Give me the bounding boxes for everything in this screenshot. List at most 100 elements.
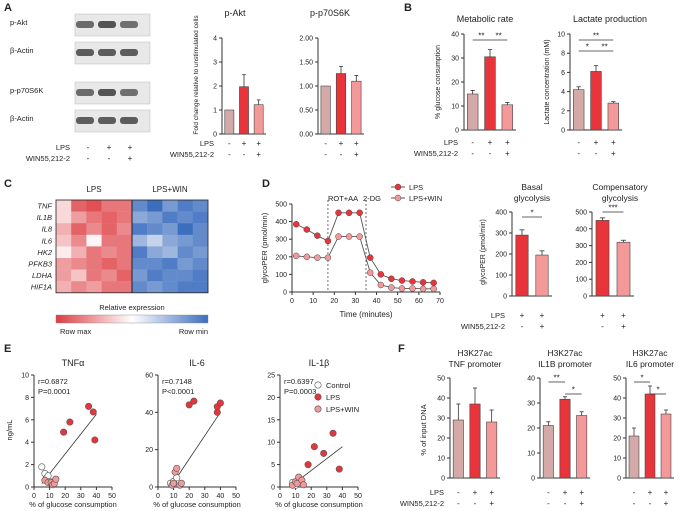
y-tick-label: 400	[495, 210, 507, 217]
heatmap-cell	[71, 211, 87, 224]
lps-sign: +	[256, 139, 261, 148]
heatmap-cell	[162, 200, 178, 212]
heatmap-cell	[56, 200, 72, 212]
x-tick-label: 30	[323, 493, 331, 500]
x-tick-label: 40	[339, 493, 347, 500]
x-tick-label: 0	[156, 493, 160, 500]
heatmap-cell	[192, 269, 209, 282]
blot-band	[120, 89, 138, 96]
lps-sign: +	[611, 138, 616, 147]
heatmap-cell	[147, 269, 163, 282]
heatmap-cell	[192, 234, 209, 247]
heatmap-cell	[116, 211, 133, 224]
y-tick-label: 40	[145, 410, 153, 417]
chart-title: TNFα	[62, 358, 85, 368]
heatmap-cell	[132, 234, 148, 247]
lps-sign: +	[579, 488, 584, 497]
win-sign: +	[579, 499, 584, 508]
y-tick-label: 400	[275, 219, 287, 226]
y-tick-label: 0	[503, 294, 507, 301]
lps-sign: -	[471, 138, 474, 147]
y-tick-label: 30	[613, 416, 621, 423]
legend-max-label: Row max	[60, 327, 92, 336]
panel-letter: B	[404, 2, 412, 14]
data-point	[366, 269, 374, 276]
x-tick-label: 30	[201, 493, 209, 500]
heatmap-cell	[177, 269, 193, 282]
scatter-point-win	[299, 481, 307, 489]
data-point	[388, 284, 395, 291]
data-point	[377, 281, 385, 289]
heatmap-gene-label: HIF1A	[31, 283, 52, 292]
chart-title: H3K27ac	[548, 348, 584, 358]
bar	[559, 398, 571, 479]
y-tick-label: 6	[561, 70, 565, 77]
y-tick-label: 0	[531, 476, 535, 483]
heatmap-cell	[56, 281, 72, 293]
blot-band	[76, 49, 94, 56]
data-point	[398, 285, 406, 292]
win-sign: +	[621, 322, 626, 331]
heatmap-cell	[101, 223, 117, 235]
win-sign: +	[256, 150, 261, 159]
y-tick-label: 0	[617, 476, 621, 483]
heatmap-cell	[132, 269, 148, 282]
bar-chart-compensatory-glycolysis: 0 100 200 300 400 500	[575, 210, 634, 301]
chart-title: H3K27ac	[633, 348, 669, 358]
y-tick-label: 8	[561, 51, 565, 58]
y-tick-label: 15	[267, 417, 275, 424]
lps-sign: +	[664, 488, 669, 497]
y-tick-label: 200	[275, 254, 287, 261]
scatter-point-lps	[89, 408, 97, 416]
heatmap-gene-label: HK2	[37, 248, 52, 257]
heatmap-cell	[116, 234, 133, 247]
panel-letter: A	[4, 2, 12, 14]
heatmap-cell	[147, 211, 163, 224]
y-tick-label: 2	[213, 84, 217, 91]
legend-label: LPS	[326, 393, 340, 402]
significance-label: *	[640, 374, 643, 383]
lps-sign: +	[242, 139, 247, 148]
y-tick-label: 1	[213, 108, 217, 115]
win-row-label: WIN55,212-2	[26, 154, 70, 163]
blot-band	[76, 117, 94, 124]
lps-sign: -	[324, 139, 327, 148]
lps-row-label: LPS	[444, 138, 458, 147]
y-tick-label: 20	[613, 436, 621, 443]
lps-sign: -	[633, 488, 636, 497]
win-sign: +	[540, 322, 545, 331]
y-tick-label: 100	[575, 277, 587, 284]
y-tick-label: 10	[613, 456, 621, 463]
regression-line	[41, 413, 97, 484]
lps-sign: +	[489, 488, 494, 497]
bar	[239, 86, 249, 135]
win-sign: -	[471, 149, 474, 158]
chart-title: Lactate production	[573, 14, 647, 24]
data-point	[419, 279, 427, 286]
lps-sign: +	[563, 488, 568, 497]
lps-sign: +	[600, 311, 605, 320]
bar	[644, 393, 656, 479]
chart-title: IL-1β	[309, 358, 330, 368]
bar-chart-basal-glycolysis: 0 100 200 300 400	[495, 210, 552, 301]
win-sign: -	[324, 150, 327, 159]
y-tick-label: 20	[527, 426, 535, 433]
correlation-p: P=0.0001	[38, 387, 70, 396]
heatmap-cell	[177, 223, 193, 235]
blot-label: β-Actin	[10, 46, 34, 55]
blot-label: p-Akt	[10, 18, 28, 27]
y-tick-label: 300	[275, 237, 287, 244]
y-tick-label: 2.00	[299, 36, 313, 43]
bar	[616, 241, 631, 297]
y-tick-label: 40	[527, 376, 535, 383]
scatter-point-lps	[310, 443, 318, 451]
heatmap-cell	[56, 246, 72, 259]
win-sign: -	[474, 499, 477, 508]
y-tick-label: 1.50	[299, 60, 313, 67]
scatter-point-win	[173, 464, 181, 472]
heatmap-gene-label: IL8	[42, 225, 53, 234]
y-axis-label: glycoPER (pmol/min)	[480, 219, 487, 285]
y-tick-label: 30	[451, 56, 459, 63]
heatmap-cell	[177, 200, 193, 212]
data-point	[303, 253, 311, 261]
